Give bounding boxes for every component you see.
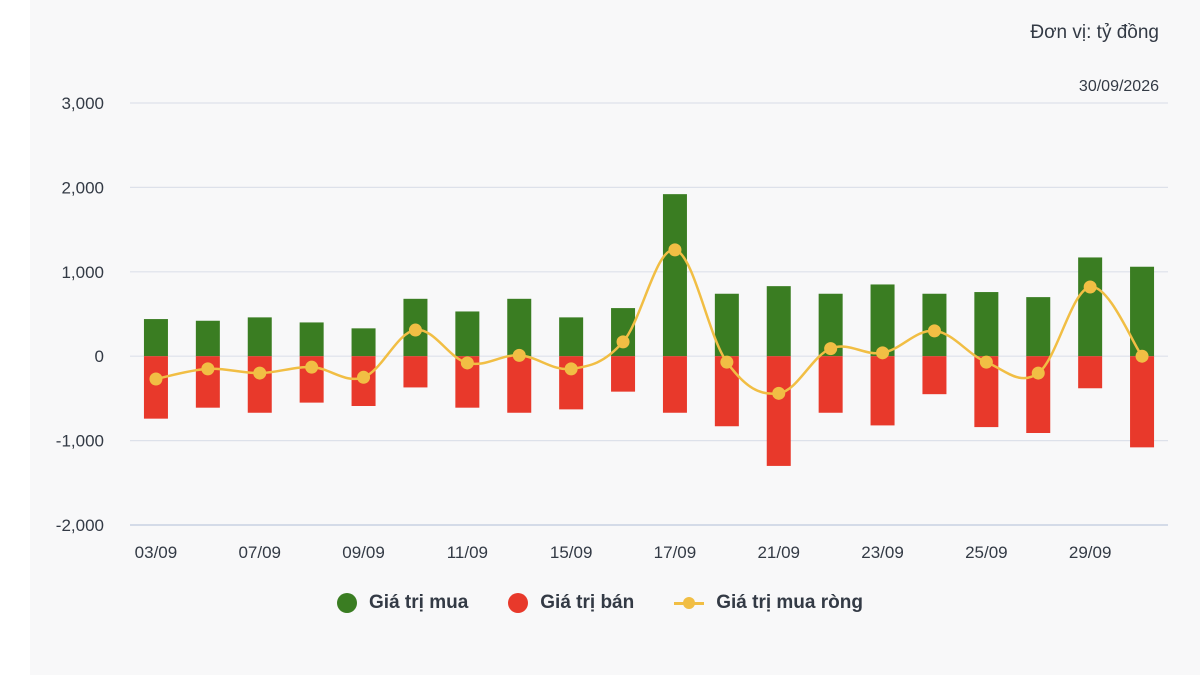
sell-bar bbox=[1078, 356, 1103, 389]
x-tick-label: 07/09 bbox=[238, 543, 281, 562]
sell-bar bbox=[662, 356, 687, 413]
legend-sell-label: Giá trị bán bbox=[540, 592, 635, 613]
x-tick-label: 17/09 bbox=[654, 543, 697, 562]
sell-bar bbox=[766, 356, 791, 466]
sell-bar bbox=[611, 356, 636, 392]
x-tick-label: 25/09 bbox=[965, 543, 1008, 562]
buy-bar bbox=[974, 292, 999, 357]
y-tick-label: -2,000 bbox=[56, 516, 104, 535]
net-point bbox=[668, 243, 682, 257]
legend-sell-marker bbox=[508, 593, 529, 613]
buy-bar bbox=[507, 298, 532, 357]
sell-bar bbox=[403, 356, 428, 388]
legend-buy-marker bbox=[337, 593, 358, 613]
net-point bbox=[512, 348, 526, 362]
buy-bar bbox=[1026, 297, 1051, 357]
buy-bar bbox=[559, 317, 584, 357]
net-point bbox=[149, 372, 163, 386]
legend-buy-label: Giá trị mua bbox=[369, 592, 469, 613]
net-point bbox=[979, 355, 993, 369]
y-tick-label: 1,000 bbox=[61, 263, 104, 282]
legend-item-sell[interactable]: Giá trị bán bbox=[508, 592, 634, 614]
buy-bar bbox=[351, 328, 376, 357]
sell-bar bbox=[1130, 356, 1155, 448]
net-point bbox=[253, 366, 267, 380]
sell-bar bbox=[818, 356, 843, 413]
sell-bar bbox=[507, 356, 532, 413]
net-point bbox=[616, 335, 630, 349]
y-tick-label: 3,000 bbox=[61, 94, 104, 113]
chart-legend: Giá trị mua Giá trị bán Giá trị mua ròng bbox=[0, 592, 1200, 614]
y-tick-label: 2,000 bbox=[61, 178, 104, 197]
x-tick-label: 15/09 bbox=[550, 543, 593, 562]
y-tick-label: -1,000 bbox=[56, 432, 104, 451]
net-point bbox=[460, 356, 474, 370]
net-point bbox=[1135, 349, 1149, 363]
sell-bar bbox=[143, 356, 168, 419]
net-point bbox=[357, 370, 371, 384]
net-point bbox=[564, 362, 578, 376]
legend-net-marker bbox=[674, 593, 705, 613]
combo-chart: 3,000 2,000 1,000 0 -1,000 -2,000 03/09 07/09 09… bbox=[56, 94, 1168, 562]
legend-item-buy[interactable]: Giá trị mua bbox=[337, 592, 468, 614]
y-tick-label: 0 bbox=[95, 347, 104, 366]
x-tick-label: 11/09 bbox=[447, 543, 488, 562]
sell-bar bbox=[247, 356, 272, 413]
net-point bbox=[824, 342, 838, 356]
x-tick-label: 09/09 bbox=[342, 543, 385, 562]
net-point bbox=[201, 362, 215, 376]
x-tick-label: 23/09 bbox=[861, 543, 904, 562]
date-label: 30/09/2026 bbox=[1078, 78, 1159, 95]
sell-bar bbox=[922, 356, 947, 395]
buy-bar bbox=[870, 284, 895, 357]
buy-bar bbox=[662, 194, 687, 357]
x-tick-label: 21/09 bbox=[757, 543, 800, 562]
net-point bbox=[305, 360, 319, 374]
unit-label: Đơn vị: tỷ đồng bbox=[1030, 22, 1159, 43]
x-tick-label: 29/09 bbox=[1069, 543, 1112, 562]
net-point bbox=[408, 323, 422, 337]
legend-item-net[interactable]: Giá trị mua ròng bbox=[674, 592, 863, 614]
buy-bar bbox=[1078, 257, 1103, 357]
net-point bbox=[1031, 366, 1045, 380]
net-point bbox=[720, 355, 734, 369]
net-point bbox=[772, 386, 786, 400]
buy-bar bbox=[766, 286, 791, 357]
legend-net-label: Giá trị mua ròng bbox=[716, 592, 863, 613]
x-tick-label: 03/09 bbox=[135, 543, 178, 562]
buy-bar bbox=[455, 311, 480, 357]
net-point bbox=[1083, 280, 1097, 294]
net-point bbox=[876, 346, 890, 360]
buy-bar bbox=[247, 317, 272, 357]
buy-bar bbox=[195, 320, 220, 357]
net-point bbox=[927, 324, 941, 338]
sell-bar bbox=[870, 356, 895, 426]
buy-bar bbox=[143, 319, 168, 357]
buy-bar bbox=[299, 322, 324, 357]
